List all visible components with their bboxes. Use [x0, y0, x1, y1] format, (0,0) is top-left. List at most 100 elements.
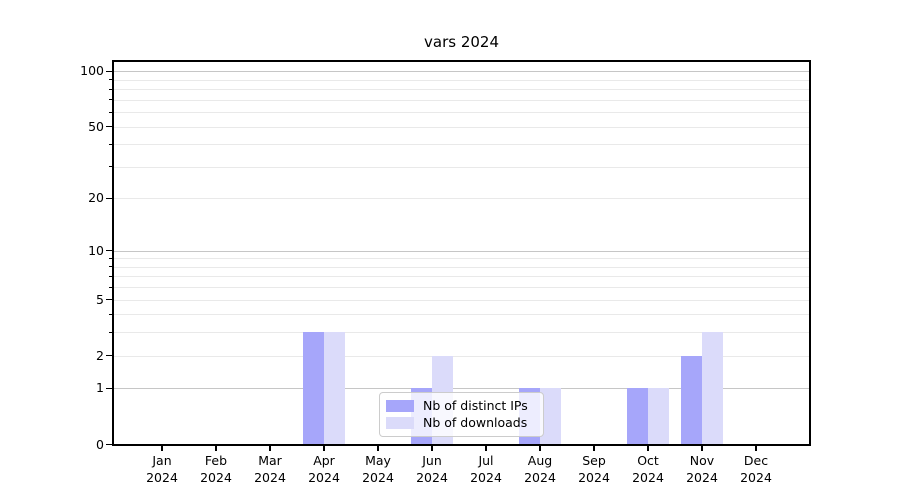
- x-tick-label-feb-2024: Feb 2024: [186, 453, 246, 486]
- gridline-minor: [114, 258, 809, 260]
- x-tick-label-dec-2024: Dec 2024: [726, 453, 786, 486]
- y-minor-tick-mark-3: [108, 331, 112, 333]
- y-minor-tick-mark-8: [108, 266, 112, 268]
- x-tick-label-month: Apr: [313, 453, 335, 468]
- legend: Nb of distinct IPs Nb of downloads: [379, 392, 544, 437]
- x-tick-mark-nov-2024: [701, 446, 703, 451]
- gridline-minor: [114, 144, 809, 146]
- y-minor-tick-mark-80: [108, 88, 112, 90]
- legend-swatch-distinct-ips: [386, 399, 414, 412]
- x-tick-mark-dec-2024: [755, 446, 757, 451]
- y-minor-tick-mark-6: [108, 286, 112, 288]
- legend-swatch-downloads: [386, 417, 414, 430]
- bar-downloads-apr-2024: [324, 332, 345, 444]
- y-tick-label-20: 20: [88, 190, 104, 206]
- x-tick-label-nov-2024: Nov 2024: [672, 453, 732, 486]
- x-tick-label-year: 2024: [362, 469, 394, 485]
- x-tick-label-month: Nov: [689, 453, 715, 468]
- x-tick-mark-sep-2024: [593, 446, 595, 451]
- legend-item-distinct-ips: Nb of distinct IPs: [386, 397, 537, 413]
- x-tick-label-month: Aug: [527, 453, 553, 468]
- x-tick-label-year: 2024: [470, 469, 502, 485]
- legend-label-distinct-ips: Nb of distinct IPs: [423, 397, 528, 413]
- x-tick-label-month: Oct: [637, 453, 659, 468]
- y-minor-tick-mark-90: [108, 79, 112, 81]
- gridline-minor: [114, 89, 809, 91]
- gridline-minor: [114, 166, 809, 168]
- y-tick-label-5: 5: [96, 291, 104, 307]
- y-tick-mark-1: [106, 387, 112, 390]
- gridline-minor: [114, 355, 809, 357]
- y-tick-mark-5: [106, 298, 112, 301]
- bar-downloads-nov-2024: [702, 332, 723, 444]
- x-tick-mark-apr-2024: [323, 446, 325, 451]
- gridline-major: [114, 388, 809, 390]
- x-tick-label-year: 2024: [416, 469, 448, 485]
- legend-label-downloads: Nb of downloads: [423, 415, 528, 431]
- gridline-minor: [114, 276, 809, 278]
- x-tick-mark-feb-2024: [215, 446, 217, 451]
- y-tick-label-100: 100: [80, 63, 104, 79]
- y-minor-tick-mark-7: [108, 275, 112, 277]
- x-tick-label-jul-2024: Jul 2024: [456, 453, 516, 486]
- x-tick-label-year: 2024: [524, 469, 556, 485]
- bar-distinct-ips-apr-2024: [303, 332, 324, 444]
- bar-downloads-aug-2024: [540, 388, 561, 444]
- gridline-major: [114, 71, 809, 73]
- x-tick-label-year: 2024: [254, 469, 286, 485]
- y-tick-mark-100: [106, 70, 112, 73]
- bar-distinct-ips-nov-2024: [681, 355, 702, 444]
- gridline-minor: [114, 314, 809, 316]
- y-minor-tick-mark-4: [108, 313, 112, 315]
- gridline-minor: [114, 79, 809, 81]
- x-tick-label-month: Mar: [258, 453, 282, 468]
- x-tick-label-month: Dec: [743, 453, 769, 468]
- y-tick-label-1: 1: [96, 380, 104, 396]
- y-tick-mark-2: [106, 354, 112, 357]
- x-tick-label-apr-2024: Apr 2024: [294, 453, 354, 486]
- x-tick-label-month: May: [365, 453, 391, 468]
- x-tick-mark-jan-2024: [161, 446, 163, 451]
- bar-downloads-oct-2024: [648, 388, 669, 444]
- gridline-minor: [114, 198, 809, 200]
- x-tick-label-year: 2024: [686, 469, 718, 485]
- x-tick-label-year: 2024: [578, 469, 610, 485]
- x-tick-label-year: 2024: [200, 469, 232, 485]
- x-tick-mark-may-2024: [377, 446, 379, 451]
- x-tick-mark-oct-2024: [647, 446, 649, 451]
- x-tick-mark-jul-2024: [485, 446, 487, 451]
- x-tick-label-month: Jan: [152, 453, 172, 468]
- x-tick-label-year: 2024: [308, 469, 340, 485]
- x-tick-label-mar-2024: Mar 2024: [240, 453, 300, 486]
- legend-item-downloads: Nb of downloads: [386, 416, 537, 430]
- x-tick-mark-jun-2024: [431, 446, 433, 451]
- x-tick-label-month: Jul: [478, 453, 494, 468]
- y-tick-mark-10: [106, 249, 112, 252]
- y-minor-tick-mark-60: [108, 111, 112, 113]
- chart-title: vars 2024: [424, 33, 499, 51]
- x-tick-mark-aug-2024: [539, 446, 541, 451]
- gridline-major: [114, 250, 809, 252]
- x-tick-label-month: Sep: [582, 453, 606, 468]
- y-tick-label-0: 0: [96, 436, 104, 452]
- x-tick-label-month: Feb: [204, 453, 228, 468]
- x-tick-label-jun-2024: Jun 2024: [402, 453, 462, 486]
- gridline-minor: [114, 287, 809, 289]
- y-tick-label-10: 10: [88, 242, 104, 258]
- x-tick-label-year: 2024: [146, 469, 178, 485]
- gridline-minor: [114, 299, 809, 301]
- x-tick-label-jan-2024: Jan 2024: [132, 453, 192, 486]
- x-tick-label-year: 2024: [740, 469, 772, 485]
- gridline-minor: [114, 332, 809, 334]
- x-tick-label-sep-2024: Sep 2024: [564, 453, 624, 486]
- y-tick-mark-50: [106, 125, 112, 128]
- y-tick-label-2: 2: [96, 347, 104, 363]
- x-tick-label-may-2024: May 2024: [348, 453, 408, 486]
- bar-distinct-ips-oct-2024: [627, 388, 648, 444]
- x-tick-mark-mar-2024: [269, 446, 271, 451]
- y-tick-label-50: 50: [88, 118, 104, 134]
- y-minor-tick-mark-9: [108, 257, 112, 259]
- y-tick-mark-0: [106, 443, 112, 446]
- gridline-minor: [114, 126, 809, 128]
